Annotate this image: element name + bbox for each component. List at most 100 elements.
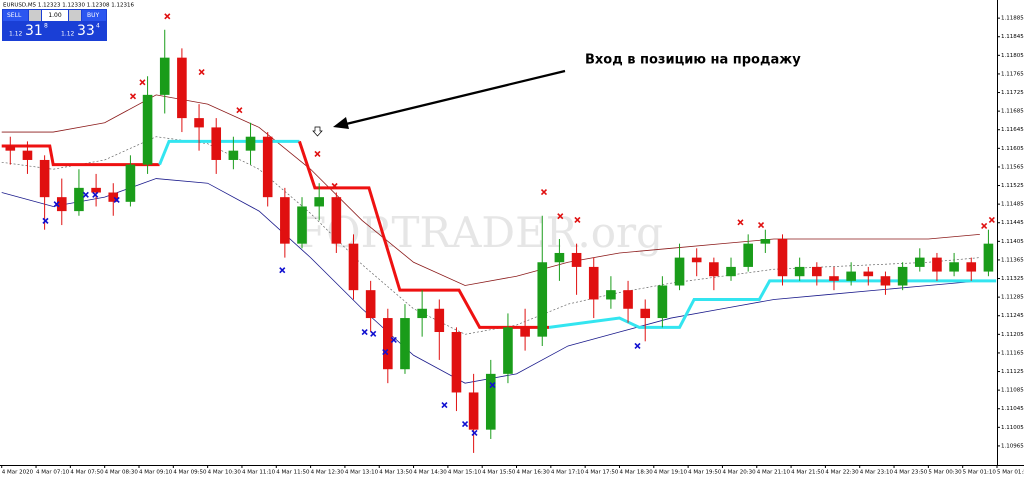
candle-body — [571, 252, 582, 267]
lot-box[interactable] — [42, 10, 68, 21]
candle-body — [451, 332, 462, 393]
fractal-marker — [574, 216, 581, 224]
x-tick-label: 4 Mar 08:30 — [105, 470, 139, 476]
x-tick-label: 4 Mar 17:10 — [551, 470, 585, 476]
x-tick-label: 4 Mar 10:30 — [208, 470, 242, 476]
fractal-marker — [82, 191, 89, 198]
candle-body — [22, 150, 33, 160]
x-tick-label: 4 Mar 11:50 — [276, 470, 310, 476]
candle-body — [297, 206, 307, 244]
sell-button[interactable] — [3, 10, 28, 21]
x-tick-label: 4 Mar 21:10 — [757, 470, 791, 476]
candle-body — [897, 266, 908, 286]
candle-body — [159, 57, 170, 95]
lot-up[interactable] — [69, 10, 81, 21]
candle-body — [709, 262, 719, 277]
indicator-line — [1, 144, 160, 167]
candle-body — [228, 150, 239, 160]
fractal-marker — [634, 342, 641, 350]
y-tick-label: 1.11005 — [1001, 425, 1024, 431]
y-tick-label: 1.11405 — [1001, 239, 1024, 245]
candle-body — [39, 159, 50, 198]
y-tick-label: 1.11605 — [1001, 146, 1024, 152]
fractal-marker — [129, 93, 137, 100]
candle-body — [280, 197, 290, 244]
fractal-marker — [164, 13, 171, 20]
y-tick-label: 1.11765 — [1001, 71, 1024, 77]
x-tick-label: 4 Mar 17:50 — [585, 470, 619, 476]
buy-label[interactable]: BUY — [87, 12, 100, 19]
y-tick-label: 1.11285 — [1001, 295, 1024, 301]
fractal-marker — [461, 421, 469, 428]
y-tick-label: 1.11805 — [1001, 53, 1024, 59]
x-tick-label: 4 Mar 13:50 — [379, 470, 413, 476]
fractal-marker — [42, 217, 49, 224]
annotation: Вход в позицию на продажу — [585, 53, 801, 68]
candle-body — [331, 197, 342, 244]
candle-body — [142, 94, 153, 165]
candle-body — [743, 243, 753, 267]
ask-sup: 4 — [96, 23, 100, 30]
fractal-marker — [236, 107, 243, 114]
candle-body — [777, 239, 788, 277]
candle-body — [588, 266, 599, 300]
candle-body — [177, 57, 187, 119]
candle-body — [812, 266, 822, 277]
x-tick-label: 4 Mar 2020 — [2, 470, 34, 476]
candle-body — [5, 146, 16, 151]
fractal-marker — [557, 213, 564, 220]
candle-body — [468, 392, 479, 430]
x-tick-label: 4 Mar 22:30 — [825, 470, 859, 476]
fractal-marker — [382, 348, 389, 356]
candle-body — [606, 290, 616, 300]
candle-body — [194, 118, 204, 128]
y-tick-label: 1.11085 — [1001, 388, 1024, 394]
y-tick-label: 1.11165 — [1001, 350, 1024, 356]
candle-body — [400, 318, 410, 370]
x-tick-label: 5 Mar 01:10 — [963, 470, 997, 476]
fractal-marker — [198, 69, 205, 76]
fractal-marker — [441, 401, 448, 409]
bid-big: 31 — [25, 23, 43, 39]
x-tick-label: 5 Mar 01:50 — [997, 470, 1024, 476]
symbol-info: EURUSD,M5 1.12323 1.12330 1.12308 1.1231… — [3, 3, 135, 9]
plot-area — [1, 13, 997, 453]
fractal-marker — [370, 330, 377, 337]
x-tick-label: 4 Mar 21:50 — [791, 470, 825, 476]
candle-body — [640, 308, 651, 319]
candle-body — [365, 290, 376, 319]
candle-body — [846, 271, 856, 281]
x-tick-label: 4 Mar 09:50 — [173, 470, 207, 476]
candle-body — [108, 192, 119, 202]
sell-label[interactable]: SELL — [7, 12, 22, 19]
annotation-arrow — [341, 69, 566, 127]
lot-value[interactable]: 1.00 — [48, 12, 62, 19]
y-tick-label: 1.11325 — [1001, 276, 1024, 282]
fractal-marker — [361, 328, 368, 336]
y-tick-label: 1.11445 — [1001, 220, 1024, 226]
y-tick-label: 1.11685 — [1001, 109, 1024, 115]
fractal-marker — [981, 222, 988, 230]
fractal-marker — [139, 79, 146, 86]
lot-down[interactable] — [29, 10, 41, 21]
ask-big: 33 — [77, 23, 95, 39]
fractal-marker — [489, 381, 496, 389]
buy-button[interactable] — [82, 10, 106, 21]
x-tick-label: 4 Mar 09:10 — [139, 470, 173, 476]
bid-prefix: 1.12 — [9, 31, 23, 38]
ask-prefix: 1.12 — [61, 31, 75, 38]
y-tick-label: 1.10965 — [1001, 443, 1024, 449]
candle-body — [125, 164, 136, 202]
indicator-line — [548, 279, 997, 329]
candle-body — [623, 290, 633, 309]
candle-body — [983, 243, 994, 272]
candle-body — [211, 127, 222, 160]
candle-body — [657, 285, 668, 319]
fractal-marker — [988, 216, 995, 224]
fractal-marker — [331, 182, 338, 190]
arrow-head — [333, 117, 349, 129]
indicator-line — [298, 140, 550, 329]
candle-body — [434, 308, 445, 333]
candle-body — [314, 197, 324, 207]
